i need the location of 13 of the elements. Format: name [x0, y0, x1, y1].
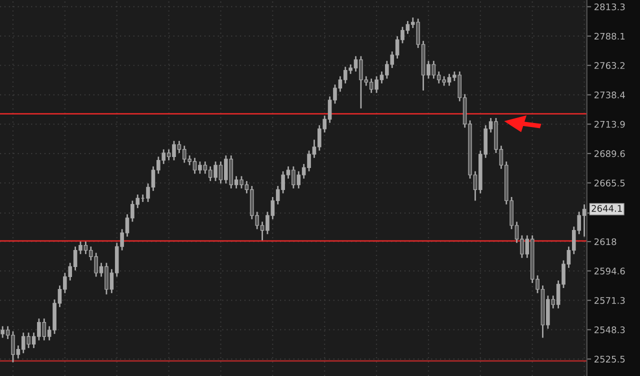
y-tick-label: 2763.2 — [594, 62, 625, 69]
y-tick-label: 2594.6 — [594, 268, 625, 274]
y-tick-label: 2788.1 — [594, 32, 625, 40]
y-tick-label: 2738.4 — [594, 92, 625, 98]
annotation: 2644.1 — [592, 205, 622, 212]
y-tick-label: 2813.3 — [594, 3, 625, 10]
y-tick-label: 2571.3 — [594, 297, 625, 304]
y-tick-label: 2525.5 — [594, 356, 625, 363]
y-tick-label: 2689.6 — [594, 150, 625, 158]
y-tick-label: 2713.9 — [594, 120, 625, 128]
y-tick-label: 2618 — [594, 238, 616, 246]
y-tick-label: 2665.5 — [594, 180, 625, 186]
y-tick-label: 2548.3 — [594, 326, 625, 334]
